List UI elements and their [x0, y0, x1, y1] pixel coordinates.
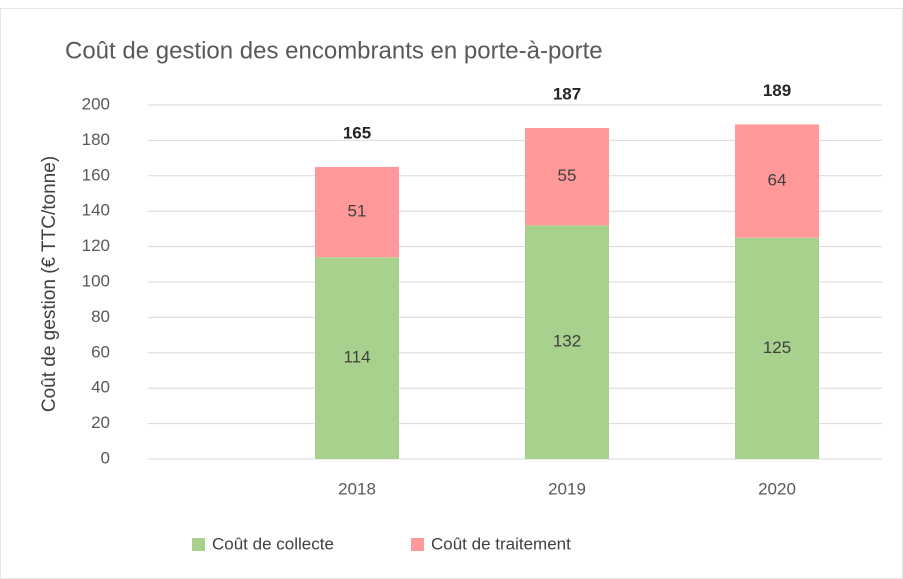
bar-segment [525, 128, 609, 226]
y-tick-label: 100 [82, 271, 110, 290]
data-label: 114 [343, 348, 370, 367]
data-label: 64 [768, 171, 787, 190]
y-tick-label: 0 [101, 448, 110, 467]
x-tick-label: 2019 [548, 479, 586, 498]
y-tick-label: 120 [82, 236, 110, 255]
data-label: 55 [558, 166, 577, 185]
x-tick-label: 2018 [338, 479, 376, 498]
y-tick-label: 160 [82, 165, 110, 184]
data-label: 132 [553, 332, 581, 351]
legend-label: Coût de collecte [212, 534, 334, 553]
total-label: 187 [553, 84, 581, 103]
y-tick-label: 140 [82, 201, 110, 220]
total-label: 165 [343, 123, 371, 142]
y-tick-label: 20 [91, 413, 110, 432]
total-label: 189 [763, 81, 791, 100]
bar-segment [315, 166, 399, 258]
legend-label: Coût de traitement [431, 534, 571, 553]
data-label: 51 [348, 202, 367, 221]
y-tick-label: 40 [91, 378, 110, 397]
legend-swatch [192, 538, 205, 551]
data-label: 125 [763, 338, 791, 357]
y-tick-label: 60 [91, 342, 110, 361]
bar-segment [735, 124, 819, 238]
y-tick-label: 180 [82, 130, 110, 149]
bar-segment [525, 225, 609, 459]
y-tick-label: 80 [91, 307, 110, 326]
y-tick-label: 200 [82, 94, 110, 113]
bar-segment [735, 237, 819, 459]
chart-title: Coût de gestion des encombrants en porte… [65, 37, 603, 64]
legend-swatch [411, 538, 424, 551]
bar-segment [315, 257, 399, 459]
x-tick-label: 2020 [758, 479, 796, 498]
y-axis-label: Coût de gestion (€ TTC/tonne) [39, 156, 60, 412]
